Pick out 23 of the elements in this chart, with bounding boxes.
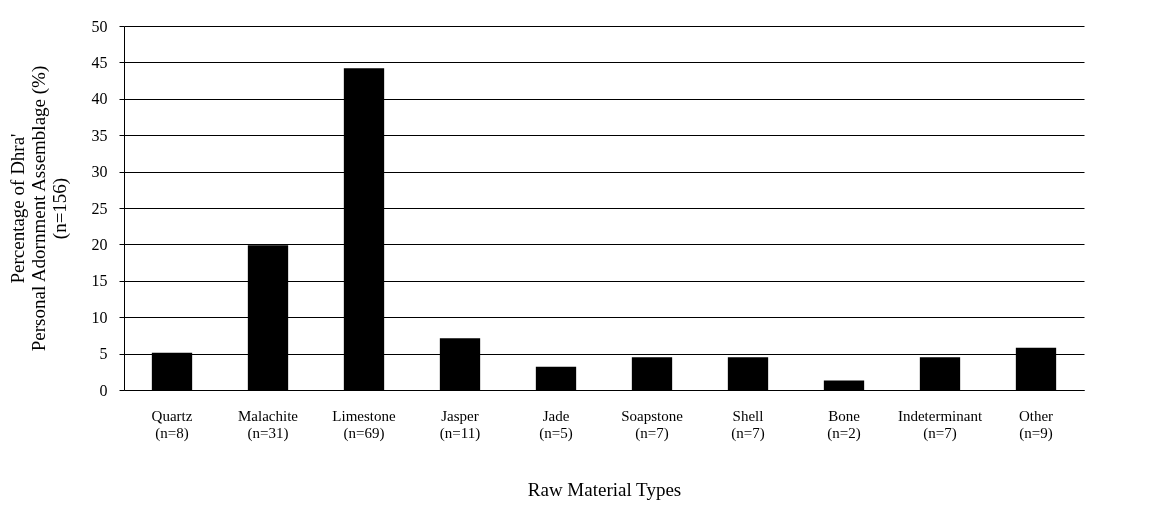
x-axis-title: Raw Material Types <box>527 478 682 500</box>
y-tick-label: 25 <box>91 199 108 217</box>
x-tick-label: Other (n=9) <box>1018 407 1054 442</box>
y-tick-label: 40 <box>91 90 108 108</box>
x-tick-label: Malachite (n=31) <box>238 407 299 442</box>
y-tick-label: 20 <box>91 235 108 253</box>
y-tick-label: 50 <box>91 17 108 35</box>
x-tick-label: Limestone (n=69) <box>332 407 396 442</box>
y-tick-label: 0 <box>99 381 108 399</box>
x-tick-label: Bone (n=2) <box>827 407 861 442</box>
x-tick-label: Indeterminant (n=7) <box>897 407 983 442</box>
x-tick-label: Shell (n=7) <box>731 407 765 442</box>
y-tick-label: 30 <box>91 163 108 181</box>
x-tick-label: Jasper (n=11) <box>439 407 481 442</box>
y-tick-label: 5 <box>99 345 108 363</box>
x-tick-label: Quartz (n=8) <box>151 407 193 442</box>
y-tick-label: 10 <box>91 308 108 326</box>
y-axis-title: Percentage of Dhra' Personal Adornment Assemblage (%) (n=156) <box>6 65 71 352</box>
y-tick-label: 35 <box>91 126 108 144</box>
y-tick-label: 45 <box>91 53 108 71</box>
y-tick-label: 15 <box>91 272 108 290</box>
x-tick-label: Jade (n=5) <box>539 407 573 442</box>
x-tick-label: Soapstone (n=7) <box>621 407 684 442</box>
